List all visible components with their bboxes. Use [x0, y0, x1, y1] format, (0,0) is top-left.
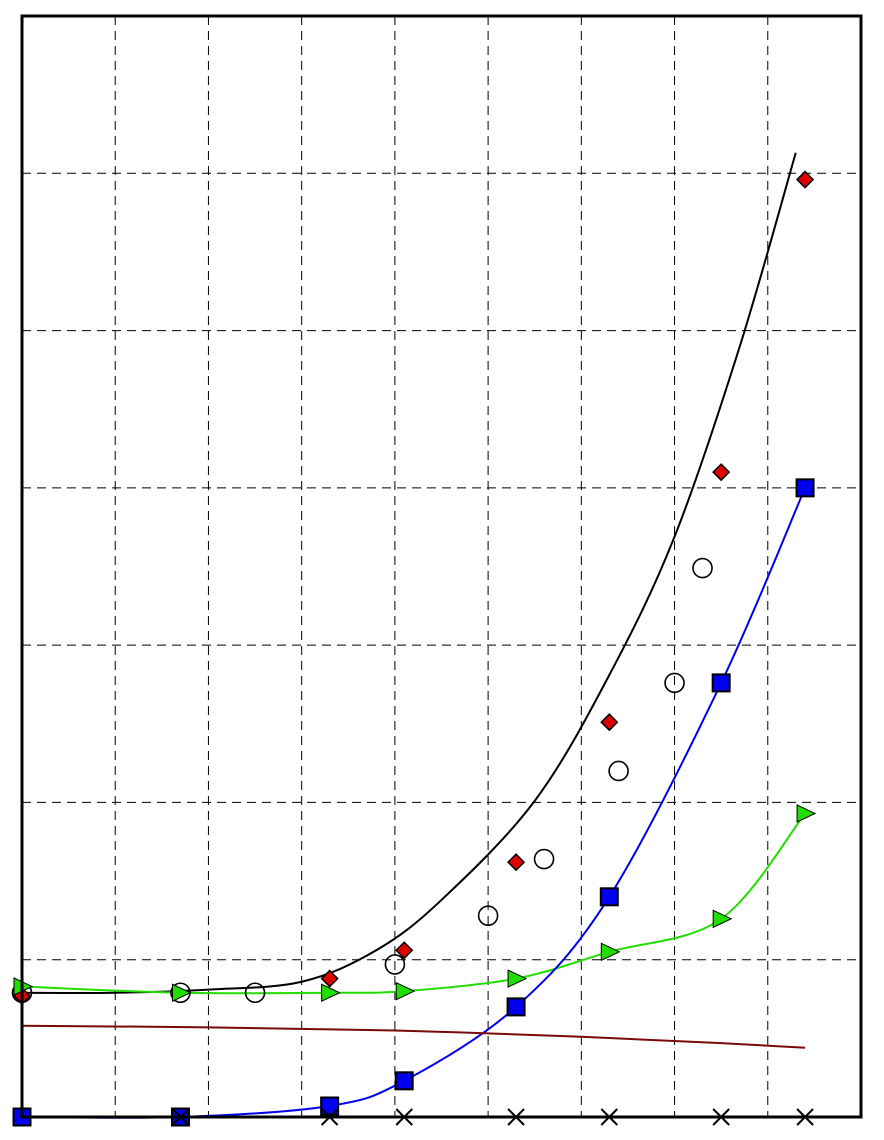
series-1-point-3 — [507, 853, 526, 872]
series-3-point-2 — [321, 983, 341, 1003]
series-2-point-8 — [692, 557, 713, 579]
series-2-point-2 — [244, 982, 266, 1004]
series-3-line — [21, 812, 806, 995]
series-4-point-5 — [599, 887, 619, 907]
series-4-point-7 — [795, 478, 815, 498]
series-1-point-1 — [320, 969, 339, 988]
series-3-point-3 — [395, 981, 416, 1001]
series-5-line — [21, 1024, 806, 1049]
plot-frame — [20, 14, 863, 1119]
series-2-point-7 — [664, 672, 685, 694]
series-4-point-2 — [320, 1096, 340, 1116]
grid — [22, 16, 861, 1117]
series-2-point-5 — [533, 848, 555, 870]
series-3-point-6 — [712, 909, 733, 929]
series-1-point-5 — [712, 463, 731, 482]
series-3-point-4 — [507, 969, 528, 988]
series-1-point-6 — [796, 170, 815, 189]
series-4-point-3 — [394, 1071, 414, 1091]
series-2-point-3 — [384, 954, 406, 975]
series-0-line — [21, 152, 797, 994]
series-3-point-1 — [171, 983, 192, 1003]
series-2-point-6 — [608, 760, 629, 782]
series-2-point-4 — [477, 905, 499, 926]
series-lines — [21, 152, 806, 1119]
series-3-point-5 — [600, 942, 621, 962]
series-markers — [11, 170, 817, 1127]
series-4-point-6 — [711, 673, 731, 693]
series-1-point-2 — [395, 941, 414, 960]
series-1-point-4 — [600, 713, 619, 732]
series-3-point-7 — [796, 804, 817, 823]
series-4-point-4 — [506, 997, 526, 1017]
